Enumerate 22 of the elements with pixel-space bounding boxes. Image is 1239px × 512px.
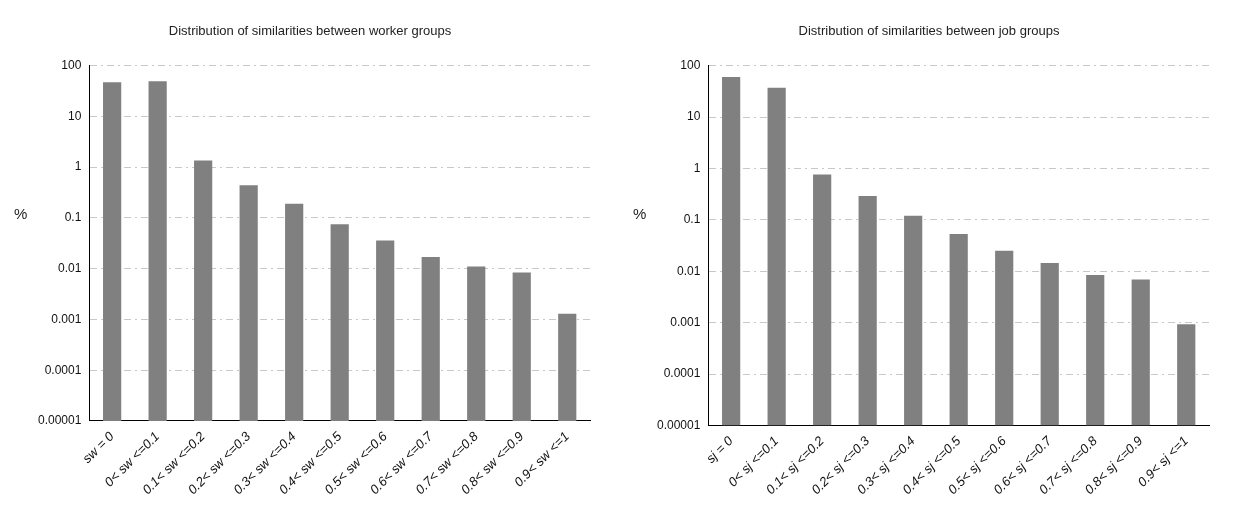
y-tick-label: 10 (687, 109, 701, 124)
y-tick-label: 10 (68, 108, 82, 123)
y-tick-label: 0.0001 (663, 366, 701, 381)
y-axis-title: % (633, 205, 647, 222)
y-tick-label: 0.0001 (44, 362, 82, 377)
y-tick-label: 0.01 (677, 263, 701, 278)
y-tick-label: 0.001 (51, 311, 82, 326)
y-tick-label: 100 (680, 57, 701, 72)
x-tick-label: sj = 0 (702, 432, 737, 466)
y-tick-label: 0.1 (64, 210, 82, 225)
y-tick-label: 0.001 (670, 315, 701, 330)
y-tick-label: 1 (74, 159, 82, 174)
y-tick-label: 1 (693, 160, 701, 175)
y-axis-title: % (14, 205, 28, 222)
chart-title: Distribution of similarities between job groups (798, 23, 1060, 39)
y-tick-label: 0.1 (683, 212, 701, 227)
y-tick-label: 0.00001 (656, 417, 701, 432)
y-tick-label: 0.01 (58, 260, 82, 275)
y-tick-label: 100 (61, 57, 82, 72)
y-tick-label: 0.00001 (37, 413, 82, 428)
x-tick-label: sw = 0 (79, 428, 118, 466)
chart-title: Distribution of similarities between worker groups (168, 23, 452, 39)
